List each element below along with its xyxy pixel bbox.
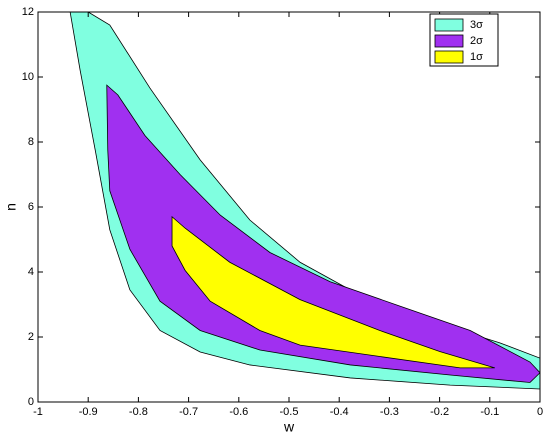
y-tick-label: 12 [22, 6, 34, 18]
legend-label: 3σ [470, 19, 483, 31]
y-tick-label: 6 [28, 201, 34, 213]
x-tick-label: -0.3 [380, 406, 399, 418]
legend-label: 2σ [470, 35, 483, 47]
legend-swatch [434, 18, 464, 32]
x-tick-label: -0.5 [280, 406, 299, 418]
y-axis-label: n [3, 203, 19, 211]
y-tick-label: 2 [28, 331, 34, 343]
x-tick-label: -0.2 [430, 406, 449, 418]
x-tick-label: -1 [33, 406, 43, 418]
contour-region [106, 84, 540, 383]
y-tick-label: 0 [28, 396, 34, 408]
y-tick-label: 10 [22, 71, 34, 83]
y-tick-label: 8 [28, 136, 34, 148]
x-axis-label: w [283, 419, 295, 435]
legend-label: 1σ [470, 51, 483, 63]
x-tick-label: -0.1 [480, 406, 499, 418]
legend-swatch [434, 50, 464, 64]
x-tick-label: -0.9 [79, 406, 98, 418]
x-tick-label: -0.6 [229, 406, 248, 418]
x-tick-label: -0.7 [179, 406, 198, 418]
legend-swatch [434, 34, 464, 48]
x-tick-label: -0.8 [129, 406, 148, 418]
x-tick-label: 0 [537, 406, 543, 418]
x-tick-label: -0.4 [330, 406, 349, 418]
contour-region [171, 215, 495, 369]
y-tick-label: 4 [28, 266, 34, 278]
